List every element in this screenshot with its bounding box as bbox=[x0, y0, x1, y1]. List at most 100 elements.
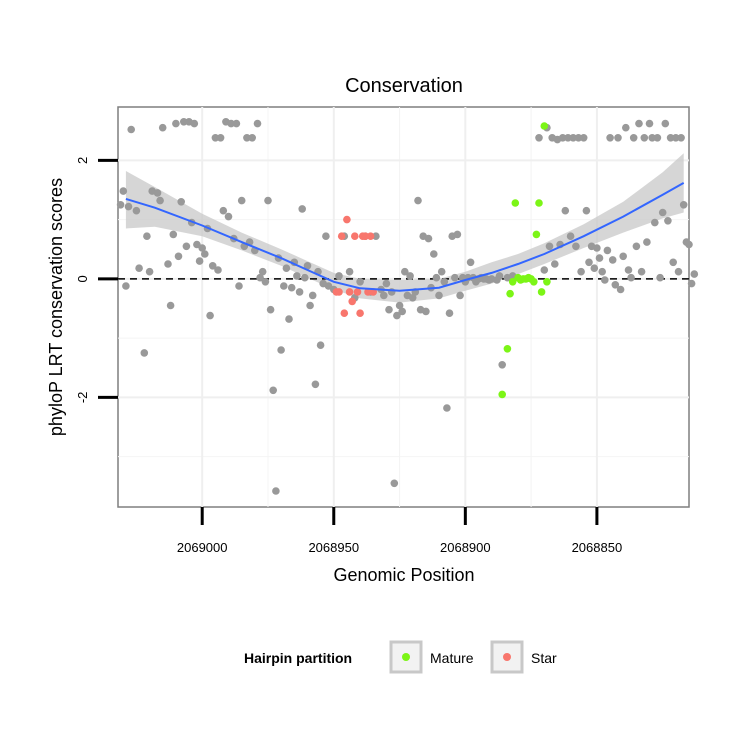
data-point-star bbox=[351, 232, 359, 240]
chart-title: Conservation bbox=[345, 75, 463, 97]
data-point-other bbox=[658, 208, 667, 217]
series-star bbox=[332, 215, 378, 318]
data-point-other bbox=[285, 315, 293, 323]
data-point-other bbox=[635, 119, 643, 128]
data-point-other bbox=[408, 294, 417, 302]
data-point-mature bbox=[511, 199, 520, 207]
data-point-other bbox=[424, 234, 433, 243]
y-tick-label: -2 bbox=[75, 392, 90, 404]
data-point-other bbox=[585, 258, 593, 267]
data-point-other bbox=[564, 134, 572, 142]
data-point-other bbox=[651, 218, 659, 227]
data-point-star bbox=[356, 309, 364, 318]
data-point-other bbox=[306, 301, 314, 310]
data-point-other bbox=[303, 262, 312, 270]
data-point-other bbox=[243, 134, 251, 142]
data-point-other bbox=[237, 196, 246, 205]
data-point-other bbox=[253, 119, 262, 128]
data-point-other bbox=[180, 118, 188, 126]
data-point-star bbox=[335, 288, 343, 296]
data-point-other bbox=[540, 266, 549, 274]
data-point-star bbox=[361, 232, 370, 240]
data-point-other bbox=[590, 264, 599, 273]
data-point-star bbox=[345, 288, 354, 296]
data-point-other bbox=[690, 270, 699, 278]
data-point-other bbox=[608, 256, 617, 264]
data-point-other bbox=[616, 285, 625, 294]
legend-title: Hairpin partition bbox=[244, 650, 352, 666]
data-point-other bbox=[177, 198, 185, 206]
data-point-other bbox=[451, 273, 459, 282]
data-point-other bbox=[308, 291, 317, 300]
data-point-other bbox=[261, 278, 270, 286]
data-point-other bbox=[637, 267, 646, 276]
data-point-other bbox=[208, 262, 217, 270]
data-point-mature bbox=[506, 289, 514, 298]
data-point-other bbox=[127, 125, 135, 134]
data-point-other bbox=[498, 361, 507, 369]
data-point-star bbox=[337, 232, 346, 240]
legend-dot-mature bbox=[402, 653, 410, 661]
data-point-other bbox=[456, 291, 464, 300]
data-point-other bbox=[595, 254, 604, 262]
legend: Hairpin partition Mature Star bbox=[244, 640, 557, 674]
data-point-mature bbox=[537, 288, 546, 296]
data-point-other bbox=[287, 283, 296, 292]
data-point-other bbox=[574, 134, 583, 142]
data-point-other bbox=[545, 242, 554, 251]
data-point-other bbox=[272, 487, 280, 495]
data-point-other bbox=[566, 232, 575, 240]
data-point-other bbox=[535, 134, 543, 142]
data-point-other bbox=[235, 282, 243, 290]
data-point-other bbox=[224, 212, 233, 221]
data-point-other bbox=[648, 134, 656, 142]
legend-label-star: Star bbox=[531, 650, 557, 666]
data-point-other bbox=[264, 196, 272, 205]
data-point-other bbox=[372, 232, 380, 240]
data-point-other bbox=[393, 311, 401, 320]
data-point-other bbox=[145, 267, 154, 276]
data-point-mature bbox=[498, 390, 507, 399]
data-point-other bbox=[158, 123, 167, 132]
data-point-other bbox=[669, 258, 677, 267]
data-point-other bbox=[661, 119, 670, 128]
data-point-other bbox=[143, 232, 151, 240]
data-point-other bbox=[551, 260, 559, 268]
data-point-other bbox=[645, 119, 654, 128]
data-point-mature bbox=[543, 278, 551, 286]
data-point-other bbox=[227, 119, 235, 128]
legend-label-mature: Mature bbox=[430, 650, 474, 666]
data-point-other bbox=[679, 201, 688, 209]
x-tick-label: 2068850 bbox=[572, 540, 623, 555]
data-point-other bbox=[601, 276, 609, 284]
series-other bbox=[116, 118, 699, 495]
data-point-other bbox=[382, 279, 391, 288]
data-point-other bbox=[437, 267, 446, 276]
data-point-other bbox=[453, 230, 462, 239]
data-point-other bbox=[380, 291, 388, 300]
data-point-other bbox=[301, 273, 309, 282]
data-point-other bbox=[674, 267, 683, 276]
data-point-other bbox=[435, 291, 443, 300]
data-point-other bbox=[280, 282, 288, 290]
data-point-other bbox=[406, 272, 414, 280]
data-point-other bbox=[311, 380, 320, 389]
data-point-other bbox=[606, 134, 614, 142]
data-point-other bbox=[345, 267, 354, 276]
data-point-other bbox=[216, 134, 225, 142]
data-point-other bbox=[440, 278, 449, 286]
data-point-other bbox=[206, 311, 214, 320]
data-point-other bbox=[219, 206, 228, 215]
data-point-other bbox=[356, 278, 364, 286]
data-point-other bbox=[445, 309, 454, 318]
data-point-other bbox=[182, 242, 191, 251]
series-mature bbox=[498, 122, 551, 399]
plot-panel bbox=[117, 106, 690, 508]
data-point-other bbox=[322, 232, 330, 240]
data-point-other bbox=[248, 134, 256, 142]
data-point-other bbox=[298, 205, 307, 213]
y-tick-label: 2 bbox=[75, 157, 90, 164]
data-point-other bbox=[687, 279, 696, 288]
data-point-other bbox=[398, 307, 407, 316]
data-point-other bbox=[432, 273, 441, 282]
